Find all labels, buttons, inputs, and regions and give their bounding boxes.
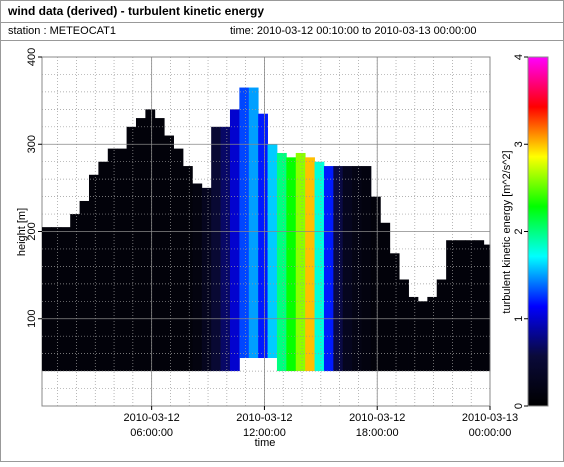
- heat-cell: [352, 166, 362, 372]
- colorbar-tick-label: 1: [513, 316, 525, 322]
- heat-cell: [323, 166, 334, 372]
- heat-cell: [276, 152, 287, 372]
- heat-cell: [173, 148, 184, 372]
- heat-cell: [182, 166, 193, 372]
- time-range: time: 2010-03-12 00:10:00 to 2010-03-13 …: [230, 25, 476, 37]
- heat-cell: [389, 253, 400, 372]
- colorbar: [527, 56, 549, 407]
- heat-cell: [126, 126, 137, 372]
- station: station : METEOCAT1: [8, 25, 116, 37]
- heat-cell: [229, 109, 240, 372]
- page-title: wind data (derived) - turbulent kinetic …: [7, 4, 264, 18]
- heat-cell: [286, 157, 297, 372]
- x-tick-label: 2010-03-13 00:00:00: [462, 412, 518, 439]
- y-tick-label: 200: [26, 222, 38, 240]
- heat-cell: [295, 152, 306, 372]
- heat-cell: [117, 148, 127, 372]
- heat-cell: [164, 135, 174, 372]
- y-axis-label: height [m]: [16, 208, 28, 256]
- heat-cell: [436, 279, 447, 372]
- heat-cell: [107, 148, 118, 372]
- heat-cell: [70, 214, 80, 372]
- colorbar-label: turbulent kinetic energy [m^2/s^2]: [501, 150, 513, 313]
- heat-cell: [314, 161, 325, 372]
- heat-cell: [342, 166, 353, 372]
- heat-cell: [248, 87, 259, 359]
- heat-cell: [446, 240, 456, 372]
- colorbar-tick-label: 3: [513, 141, 525, 147]
- colorbar-tick-label: 0: [513, 403, 525, 409]
- heat-cell: [239, 87, 250, 359]
- colorbar-tick-label: 4: [513, 54, 525, 60]
- x-tick-label: 2010-03-12 06:00:00: [124, 412, 180, 439]
- heat-cell: [474, 240, 485, 372]
- heat-cell: [455, 240, 466, 372]
- heat-cell: [305, 157, 315, 372]
- heat-cell: [258, 113, 268, 359]
- x-tick-label: 2010-03-12 12:00:00: [236, 412, 292, 439]
- heat-cell: [464, 240, 475, 372]
- heat-cell: [483, 244, 491, 372]
- heat-cell: [408, 296, 419, 372]
- heat-cell: [135, 118, 146, 372]
- heat-cell: [88, 174, 99, 372]
- y-tick-label: 100: [26, 310, 38, 328]
- heat-cell: [361, 166, 372, 372]
- heat-cell: [51, 227, 62, 372]
- heat-cell: [154, 118, 165, 372]
- colorbar-tick-label: 2: [513, 228, 525, 234]
- y-tick-label: 400: [26, 48, 38, 66]
- heat-cell: [333, 166, 344, 372]
- heat-cell: [79, 200, 90, 372]
- heat-cell: [417, 301, 428, 372]
- heat-cell: [201, 187, 212, 372]
- heat-cell: [267, 144, 278, 359]
- x-tick-label: 2010-03-12 18:00:00: [349, 412, 405, 439]
- heat-cell: [60, 227, 71, 372]
- heat-cell: [380, 222, 391, 372]
- heat-cell: [42, 227, 52, 372]
- heat-cell: [399, 279, 409, 372]
- y-tick-label: 300: [26, 135, 38, 153]
- heat-cell: [192, 183, 203, 372]
- heat-cell: [98, 161, 109, 372]
- heat-cell: [145, 109, 156, 372]
- heat-cell: [427, 296, 438, 372]
- x-axis-label: time: [255, 437, 276, 449]
